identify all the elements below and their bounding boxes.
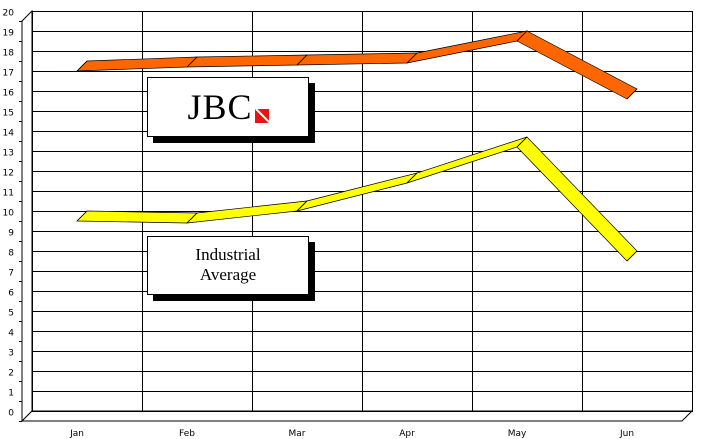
y-tick-label: 14 [3,129,15,139]
series-0-segment [186,54,308,68]
left-wall [21,9,33,423]
jbc-label: JBC [187,87,253,127]
y-tick-label: 19 [3,29,15,39]
x-tick-label: Jan [69,429,84,439]
x-tick-label: Jun [619,429,634,439]
back-wall [32,11,693,412]
series-0-point [186,56,198,68]
y-tick-label: 12 [3,169,14,179]
y-tick-label: 10 [3,209,15,219]
y-tick-label: 4 [8,329,14,339]
series-0-point [516,30,528,42]
x-tick-label: Mar [289,429,306,439]
series-1-segment [406,136,528,184]
x-tick-label: May [508,429,527,439]
series-1-point [76,210,88,222]
y-tick-label: 1 [8,389,14,399]
industrial-average-label-box: Industrial Average [147,236,309,295]
jbc-logo-icon [254,109,269,123]
industrial-label-line2: Average [199,265,257,284]
series-1-point [516,136,528,148]
y-tick-label: 8 [8,249,14,259]
series-0-segment [405,30,529,64]
x-tick-label: Apr [399,429,415,439]
y-tick-label: 3 [8,349,14,359]
x-tick-label: Feb [179,429,195,439]
series-1-point [626,250,638,262]
y-tick-label: 7 [8,269,14,279]
y-tick-label: 6 [8,289,14,299]
series-0-point [626,88,638,100]
floor [20,410,694,422]
y-tick-label: 0 [8,409,14,419]
industrial-label-line1: Industrial [195,245,261,264]
y-tick-label: 2 [8,369,14,379]
series-1-point [186,212,198,224]
series-0-segment [76,56,198,72]
series-1-segment [516,136,638,262]
series-0-point [296,54,308,66]
series-0-point [76,60,88,72]
y-tick-label: 16 [3,89,15,99]
y-tick-label: 18 [3,49,15,59]
series-1-point [296,200,308,212]
y-tick-label: 11 [3,189,14,199]
y-tick-label: 17 [3,69,14,79]
y-tick-label: 20 [3,9,15,19]
y-tick-label: 13 [3,149,14,159]
y-tick-label: 5 [8,309,14,319]
y-tick-label: 15 [3,109,14,119]
series-0-segment [296,52,418,66]
series-1-segment [186,200,308,224]
series-0-segment [516,30,638,100]
y-tick-label: 9 [8,229,14,239]
series-1-point [406,172,418,184]
series-0-point [406,52,418,64]
jbc-label-box: JBC [147,77,309,137]
series-1-segment [76,210,198,224]
